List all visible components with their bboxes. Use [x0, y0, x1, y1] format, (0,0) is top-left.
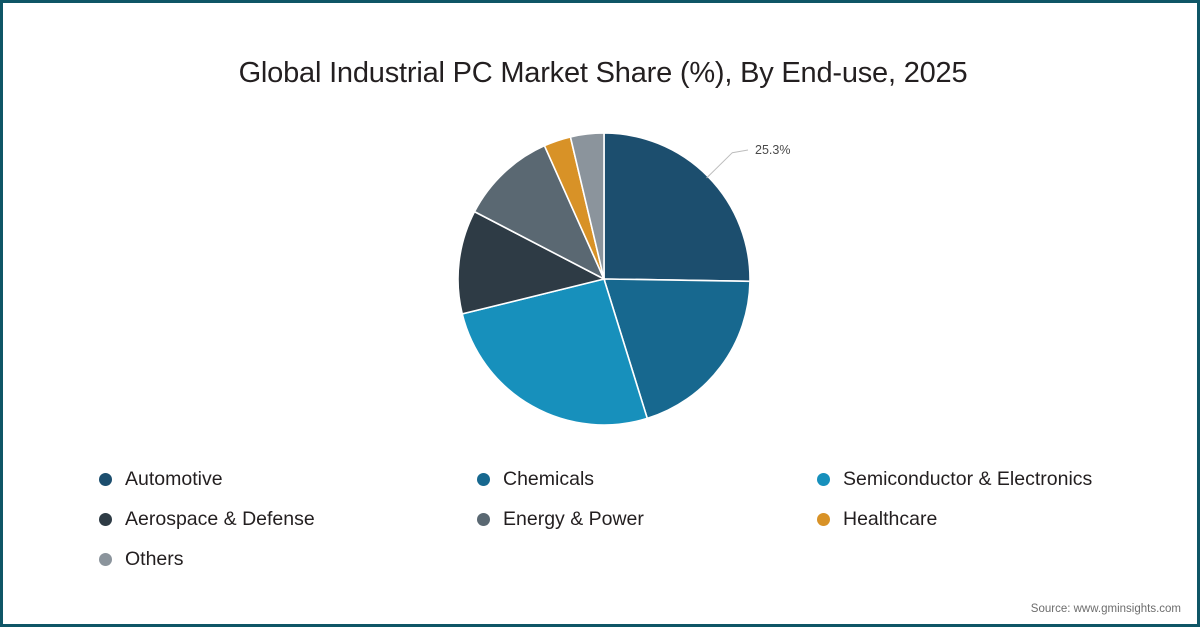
legend-item-label: Energy & Power	[503, 507, 644, 530]
legend-item-label: Chemicals	[503, 467, 595, 490]
legend-swatch-icon	[477, 512, 490, 526]
legend-swatch-icon	[817, 512, 830, 526]
pie-slice[interactable]	[457, 210, 607, 315]
legend-item-others[interactable]: Others	[99, 539, 477, 579]
legend-item-label: Aerospace & Defense	[125, 507, 315, 530]
pie-chart-svg: 25.3%	[457, 132, 790, 426]
legend-item-healthcare[interactable]: Healthcare	[817, 499, 1157, 539]
page-title: Global Industrial PC Market Share (%), B…	[238, 57, 968, 89]
legend-swatch-icon	[99, 472, 112, 486]
legend-swatch-icon	[817, 472, 830, 486]
legend-row: Automotive Chemicals Semiconductor & Ele…	[99, 459, 1159, 499]
legend-item-label: Semiconductor & Electronics	[843, 467, 1093, 490]
legend-swatch-icon	[99, 552, 112, 566]
legend-item-automotive[interactable]: Automotive	[99, 459, 477, 499]
source-attribution: Source: www.gminsights.com	[1030, 603, 1181, 615]
legend-item-semiconductor-electronics[interactable]: Semiconductor & Electronics	[817, 459, 1157, 499]
legend-row: Others	[99, 539, 1159, 579]
legend-swatch-icon	[99, 512, 112, 526]
pie-slice[interactable]	[473, 144, 606, 281]
pie-slice[interactable]	[603, 132, 751, 283]
data-label-automotive: 25.3%	[755, 143, 790, 157]
legend-item-label: Others	[125, 547, 184, 570]
legend-item-label: Automotive	[125, 467, 223, 490]
legend-item-label: Healthcare	[843, 507, 938, 530]
data-label-leader-line	[706, 149, 749, 179]
pie-slice[interactable]	[461, 278, 649, 426]
legend-item-energy-power[interactable]: Energy & Power	[477, 499, 817, 539]
pie-slice[interactable]	[602, 278, 751, 420]
legend-swatch-icon	[477, 472, 490, 486]
legend-item-chemicals[interactable]: Chemicals	[477, 459, 817, 499]
pie-chart-area: 25.3%	[3, 107, 1197, 447]
legend-item-aerospace-defense[interactable]: Aerospace & Defense	[99, 499, 477, 539]
pie-slices	[457, 132, 751, 426]
legend-row: Aerospace & Defense Energy & Power Healt…	[99, 499, 1159, 539]
pie-slice[interactable]	[569, 132, 605, 280]
legend: Automotive Chemicals Semiconductor & Ele…	[99, 459, 1159, 579]
